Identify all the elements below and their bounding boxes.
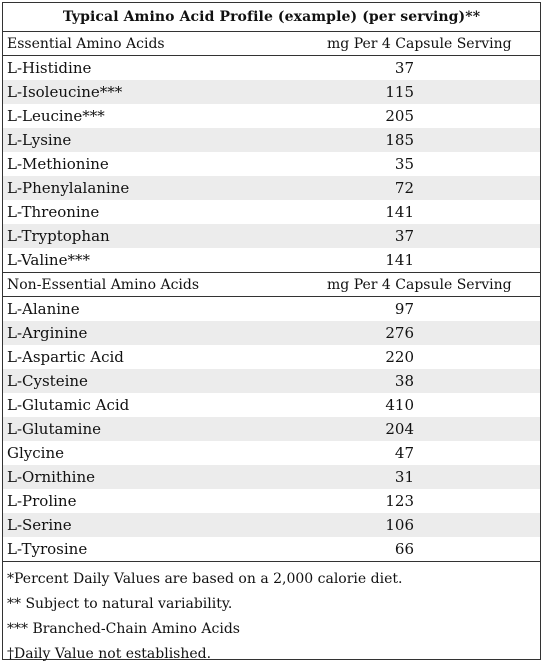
amino-acid-name: L-Leucine*** [7, 107, 105, 125]
amino-acid-name: L-Cysteine [7, 372, 88, 390]
amino-acid-name: L-Tyrosine [7, 540, 88, 558]
nonessential-header: Non-Essential Amino Acids mg Per 4 Capsu… [3, 273, 540, 297]
amino-acid-amount: 276 [385, 324, 414, 342]
table-title: Typical Amino Acid Profile (example) (pe… [3, 3, 540, 32]
amino-acid-name: L-Aspartic Acid [7, 348, 124, 366]
amino-acid-amount: 37 [394, 59, 414, 77]
nonessential-header-serving: mg Per 4 Capsule Serving [327, 276, 512, 293]
essential-header-serving: mg Per 4 Capsule Serving [327, 35, 512, 52]
table-row: L-Tyrosine 66 [3, 537, 540, 561]
amino-acid-amount: 115 [385, 83, 414, 101]
footnote: *** Branched-Chain Amino Acids [7, 620, 240, 637]
amino-acid-amount: 141 [385, 251, 414, 269]
table-row: L-Valine*** 141 [3, 248, 540, 272]
amino-acid-amount: 205 [385, 107, 414, 125]
amino-acid-amount: 410 [385, 396, 414, 414]
amino-acid-amount: 47 [394, 444, 414, 462]
footnote: *Percent Daily Values are based on a 2,0… [7, 570, 403, 587]
amino-acid-name: L-Lysine [7, 131, 72, 149]
table-row: L-Glutamic Acid 410 [3, 393, 540, 417]
table-row: L-Methionine 35 [3, 152, 540, 176]
amino-acid-amount: 204 [385, 420, 414, 438]
essential-section: Essential Amino Acids mg Per 4 Capsule S… [3, 32, 540, 273]
amino-acid-amount: 31 [394, 468, 414, 486]
amino-acid-amount: 106 [385, 516, 414, 534]
amino-acid-amount: 35 [394, 155, 414, 173]
table-row: L-Alanine 97 [3, 297, 540, 321]
amino-acid-amount: 97 [394, 300, 414, 318]
table-row: L-Lysine 185 [3, 128, 540, 152]
amino-acid-amount: 220 [385, 348, 414, 366]
amino-acid-name: L-Threonine [7, 203, 100, 221]
amino-acid-name: L-Arginine [7, 324, 88, 342]
essential-header-label: Essential Amino Acids [7, 35, 165, 52]
table-row: L-Histidine 37 [3, 56, 540, 80]
amino-acid-amount: 72 [394, 179, 414, 197]
nonessential-section: Non-Essential Amino Acids mg Per 4 Capsu… [3, 273, 540, 562]
amino-acid-name: L-Serine [7, 516, 72, 534]
table-row: L-Isoleucine*** 115 [3, 80, 540, 104]
amino-acid-amount: 37 [394, 227, 414, 245]
table-row: Glycine 47 [3, 441, 540, 465]
essential-header: Essential Amino Acids mg Per 4 Capsule S… [3, 32, 540, 56]
amino-acid-name: L-Alanine [7, 300, 80, 318]
table-row: L-Serine 106 [3, 513, 540, 537]
amino-acid-name: L-Valine*** [7, 251, 90, 269]
amino-acid-amount: 123 [385, 492, 414, 510]
table-row: L-Phenylalanine 72 [3, 176, 540, 200]
table-row: L-Glutamine 204 [3, 417, 540, 441]
amino-acid-amount: 38 [394, 372, 414, 390]
amino-acid-name: L-Phenylalanine [7, 179, 130, 197]
table-row: L-Threonine 141 [3, 200, 540, 224]
footnotes: *Percent Daily Values are based on a 2,0… [3, 562, 540, 666]
table-row: L-Aspartic Acid 220 [3, 345, 540, 369]
nonessential-header-label: Non-Essential Amino Acids [7, 276, 200, 293]
table-row: L-Leucine*** 205 [3, 104, 540, 128]
footnote: †Daily Value not established. [7, 645, 212, 662]
amino-acid-name: L-Histidine [7, 59, 92, 77]
amino-acid-amount: 141 [385, 203, 414, 221]
table-row: L-Tryptophan 37 [3, 224, 540, 248]
table-row: L-Cysteine 38 [3, 369, 540, 393]
amino-acid-name: L-Tryptophan [7, 227, 110, 245]
table-row: L-Proline 123 [3, 489, 540, 513]
amino-acid-name: L-Proline [7, 492, 77, 510]
amino-acid-amount: 66 [394, 540, 414, 558]
amino-acid-name: Glycine [7, 444, 64, 462]
table-row: L-Ornithine 31 [3, 465, 540, 489]
amino-acid-name: L-Glutamine [7, 420, 101, 438]
amino-acid-amount: 185 [385, 131, 414, 149]
amino-acid-name: L-Ornithine [7, 468, 95, 486]
nonessential-rows: L-Alanine 97 L-Arginine 276 L-Aspartic Acid 2… [3, 297, 540, 561]
amino-acid-name: L-Isoleucine*** [7, 83, 123, 101]
table-row: L-Arginine 276 [3, 321, 540, 345]
amino-acid-name: L-Glutamic Acid [7, 396, 130, 414]
essential-rows: L-Histidine 37 L-Isoleucine*** 115 L-Leucine… [3, 56, 540, 272]
footnote: ** Subject to natural variability. [7, 595, 233, 612]
amino-acid-name: L-Methionine [7, 155, 109, 173]
